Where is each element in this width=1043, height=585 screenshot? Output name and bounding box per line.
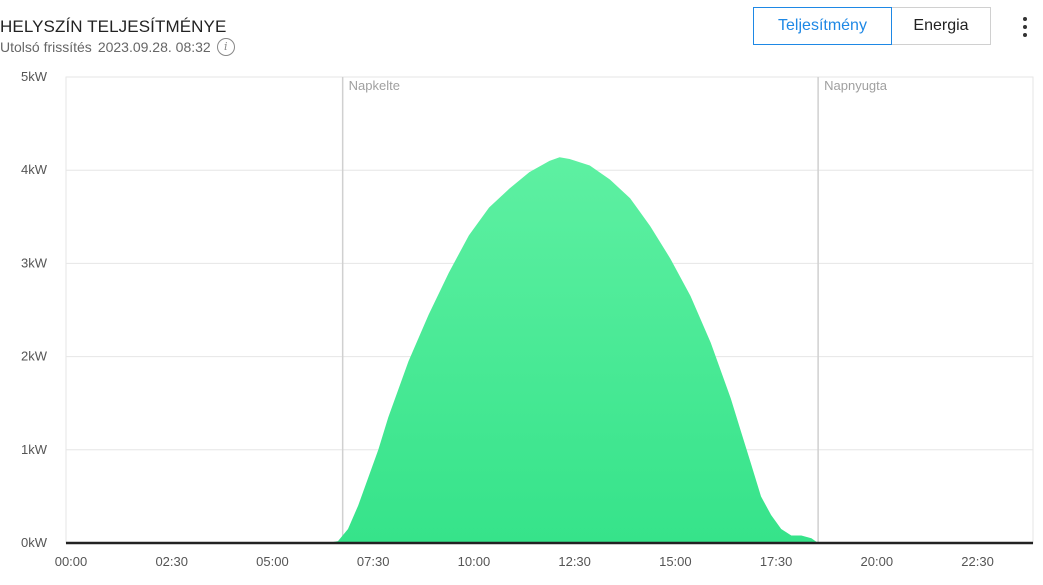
x-tick-label: 17:30 [760,554,793,569]
last-updated-value: 2023.09.28. 08:32 [97,39,211,55]
marker-label: Napnyugta [824,78,888,93]
x-tick-label: 05:00 [256,554,289,569]
info-icon[interactable]: i [216,38,235,56]
y-tick-label: 2kW [21,349,48,364]
y-tick-label: 3kW [21,255,48,270]
last-updated: Utolsó frissítés 2023.09.28. 08:32 i [0,38,235,56]
y-tick-label: 4kW [21,162,48,177]
power-area-series [66,157,1033,543]
x-tick-label: 20:00 [861,554,894,569]
tab-teljesitmeny[interactable]: Teljesítmény [753,7,892,45]
page-title: HELYSZÍN TELJESÍTMÉNYE [0,17,227,36]
x-tick-label: 10:00 [458,554,491,569]
marker-label: Napkelte [349,78,400,93]
x-tick-label: 12:30 [558,554,591,569]
y-tick-label: 5kW [21,69,48,84]
view-toggle: Teljesítmény Energia [753,7,991,45]
x-tick-label: 22:30 [961,554,994,569]
x-tick-label: 07:30 [357,554,390,569]
tab-energia[interactable]: Energia [892,7,991,45]
x-tick-label: 00:00 [55,554,88,569]
y-tick-label: 1kW [21,442,48,457]
last-updated-label: Utolsó frissítés [0,39,92,55]
x-tick-label: 15:00 [659,554,692,569]
y-tick-label: 0kW [21,535,48,550]
more-vert-icon[interactable] [1014,12,1036,42]
x-tick-label: 02:30 [155,554,188,569]
